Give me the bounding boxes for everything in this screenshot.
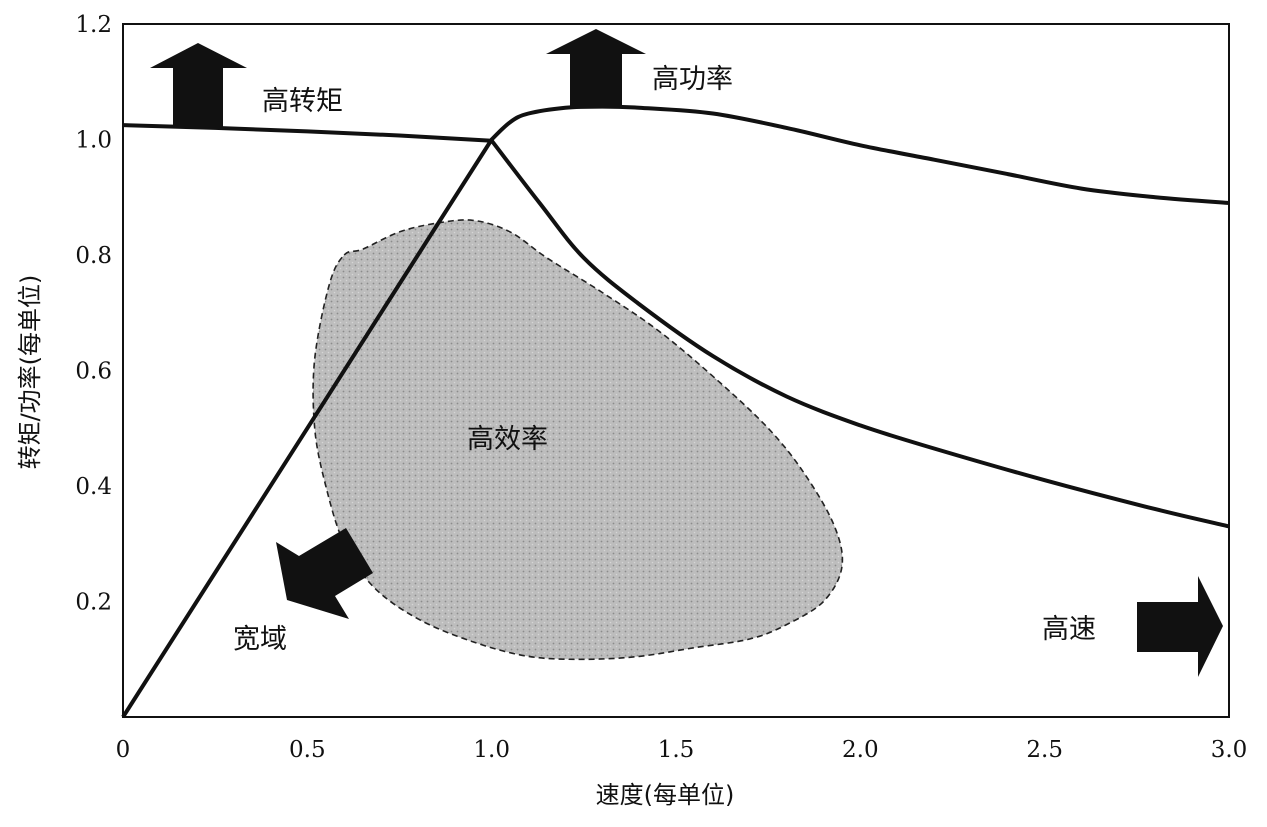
right-arrow-icon xyxy=(1137,576,1223,677)
annotation-high-efficiency: 高效率 xyxy=(467,424,548,455)
x-tick-label: 2.0 xyxy=(842,737,879,763)
plot-frame xyxy=(122,23,1230,718)
up-arrow-icon xyxy=(546,29,646,108)
y-tick-label: 0.2 xyxy=(75,590,112,616)
x-tick-label: 0.5 xyxy=(289,737,326,763)
y-tick-label: 1.0 xyxy=(75,128,112,154)
power-curve xyxy=(121,104,1230,719)
torque-curve xyxy=(122,123,1230,529)
x-tick-label: 0 xyxy=(116,737,131,763)
x-tick-label: 3.0 xyxy=(1211,737,1248,763)
y-tick-label: 0.4 xyxy=(75,474,112,500)
x-axis: 0 0.5 1.0 1.5 2.0 2.5 3.0 xyxy=(116,737,1248,763)
x-axis-title: 速度(每单位) xyxy=(596,781,735,809)
y-tick-label: 0.6 xyxy=(75,359,112,385)
annotation-high-torque: 高转矩 xyxy=(262,86,343,117)
y-axis-title: 转矩/功率(每单位) xyxy=(16,275,44,470)
annotation-high-speed: 高速 xyxy=(1042,614,1096,645)
down-left-arrow-icon xyxy=(276,528,373,619)
annotation-high-power: 高功率 xyxy=(652,64,733,95)
x-tick-label: 2.5 xyxy=(1026,737,1063,763)
high-efficiency-region xyxy=(312,219,844,661)
annotation-wide-range: 宽域 xyxy=(233,624,287,655)
y-axis: 0.2 0.4 0.6 0.8 1.0 1.2 xyxy=(75,12,112,616)
up-arrow-icon xyxy=(150,43,247,128)
y-tick-label: 1.2 xyxy=(75,12,112,38)
y-tick-label: 0.8 xyxy=(75,243,112,269)
x-tick-label: 1.5 xyxy=(658,737,695,763)
x-tick-label: 1.0 xyxy=(473,737,510,763)
